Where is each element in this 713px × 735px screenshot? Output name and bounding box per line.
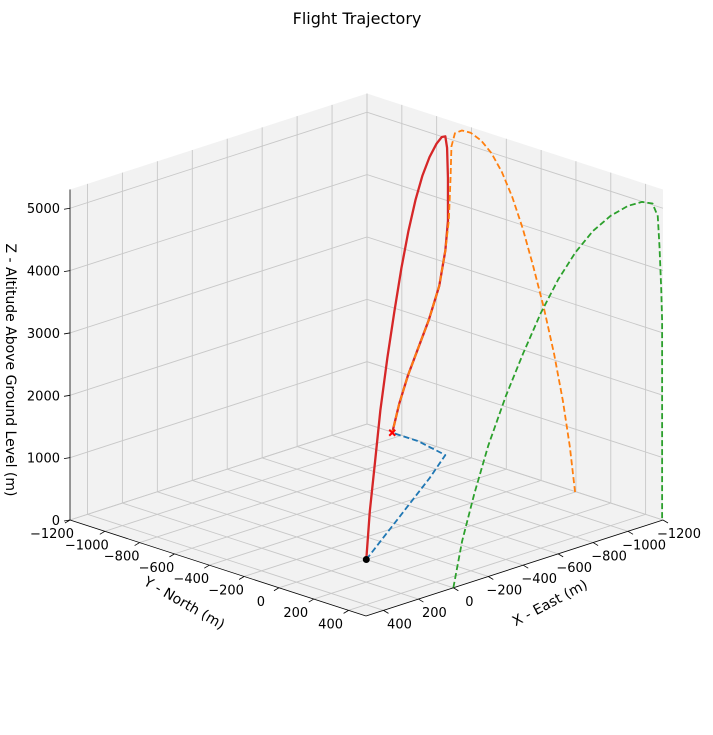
y-tick-label: −600 — [139, 561, 175, 576]
x-tick-mark — [523, 564, 529, 569]
x-tick-label: −400 — [521, 572, 557, 587]
y-tick-mark — [238, 576, 245, 580]
projection-xz-line — [452, 201, 664, 588]
grid-line-z — [69, 361, 664, 459]
y-tick-mark — [169, 553, 175, 558]
impact-marker — [388, 429, 396, 437]
z-tick-mark — [63, 270, 71, 272]
z-tick-mark — [63, 207, 71, 210]
tick-labels: −1200−1000−800−600−400−2000200400−1200−1… — [27, 202, 701, 632]
x-axis-line — [365, 519, 664, 617]
projection-ground-line — [365, 431, 447, 561]
z-tick-label: 4000 — [27, 265, 60, 280]
impact-marker-stroke — [388, 429, 396, 437]
x-tick-mark — [662, 519, 669, 524]
y-tick-label: −1000 — [65, 538, 109, 553]
y-tick-label: −400 — [173, 572, 209, 587]
x-tick-mark — [627, 530, 634, 535]
back-pane-right — [367, 93, 663, 520]
x-tick-mark — [418, 598, 424, 603]
y-tick-mark — [308, 598, 314, 603]
z-tick-label: 2000 — [27, 389, 60, 404]
z-tick-mark — [63, 394, 71, 397]
y-tick-mark — [134, 542, 140, 546]
x-tick-label: 400 — [387, 617, 412, 632]
y-axis-line — [69, 519, 367, 617]
x-tick-label: 0 — [465, 595, 473, 610]
y-tick-label: 400 — [318, 617, 343, 632]
z-axis-label: Z - Altitude Above Ground Level (m) — [2, 244, 18, 497]
x-tick-mark — [453, 587, 459, 592]
x-tick-mark — [557, 553, 564, 558]
y-tick-mark — [204, 564, 210, 569]
z-tick-label: 3000 — [27, 327, 60, 342]
z-tick-label: 0 — [52, 514, 60, 529]
z-tick-mark — [63, 519, 71, 522]
y-tick-label: 200 — [283, 606, 308, 621]
z-tick-mark — [63, 457, 71, 460]
launch-marker — [362, 556, 370, 564]
y-tick-mark — [343, 610, 349, 614]
back-pane-left — [70, 93, 367, 520]
x-tick-mark — [488, 576, 494, 580]
grid-line-z — [69, 298, 664, 396]
y-tick-label: −800 — [104, 550, 140, 565]
grid-line-z — [69, 111, 664, 209]
grid-line-z — [69, 236, 664, 334]
x-tick-label: 200 — [422, 606, 447, 621]
axis-lines — [69, 189, 664, 617]
series-group — [365, 129, 664, 588]
grid-line-z — [69, 174, 664, 272]
x-tick-label: −1000 — [622, 538, 666, 553]
y-tick-label: −200 — [208, 583, 244, 598]
x-tick-label: −600 — [556, 561, 592, 576]
y-tick-label: 0 — [257, 595, 265, 610]
grid-line-z — [69, 423, 664, 521]
x-tick-label: −200 — [486, 583, 522, 598]
grid-lines — [69, 93, 664, 611]
trajectory-line — [365, 135, 450, 560]
y-tick-mark — [99, 530, 106, 535]
chart-title: Flight Trajectory — [293, 9, 422, 28]
z-tick-mark — [63, 332, 71, 335]
y-tick-label: −1200 — [30, 527, 74, 542]
marker-group — [362, 429, 396, 564]
y-tick-mark — [273, 587, 280, 592]
z-tick-label: 5000 — [27, 202, 60, 217]
x-tick-mark — [383, 610, 389, 614]
z-tick-label: 1000 — [27, 452, 60, 467]
x-tick-label: −800 — [591, 550, 627, 565]
x-tick-label: −1200 — [657, 527, 701, 542]
x-tick-mark — [592, 542, 599, 546]
